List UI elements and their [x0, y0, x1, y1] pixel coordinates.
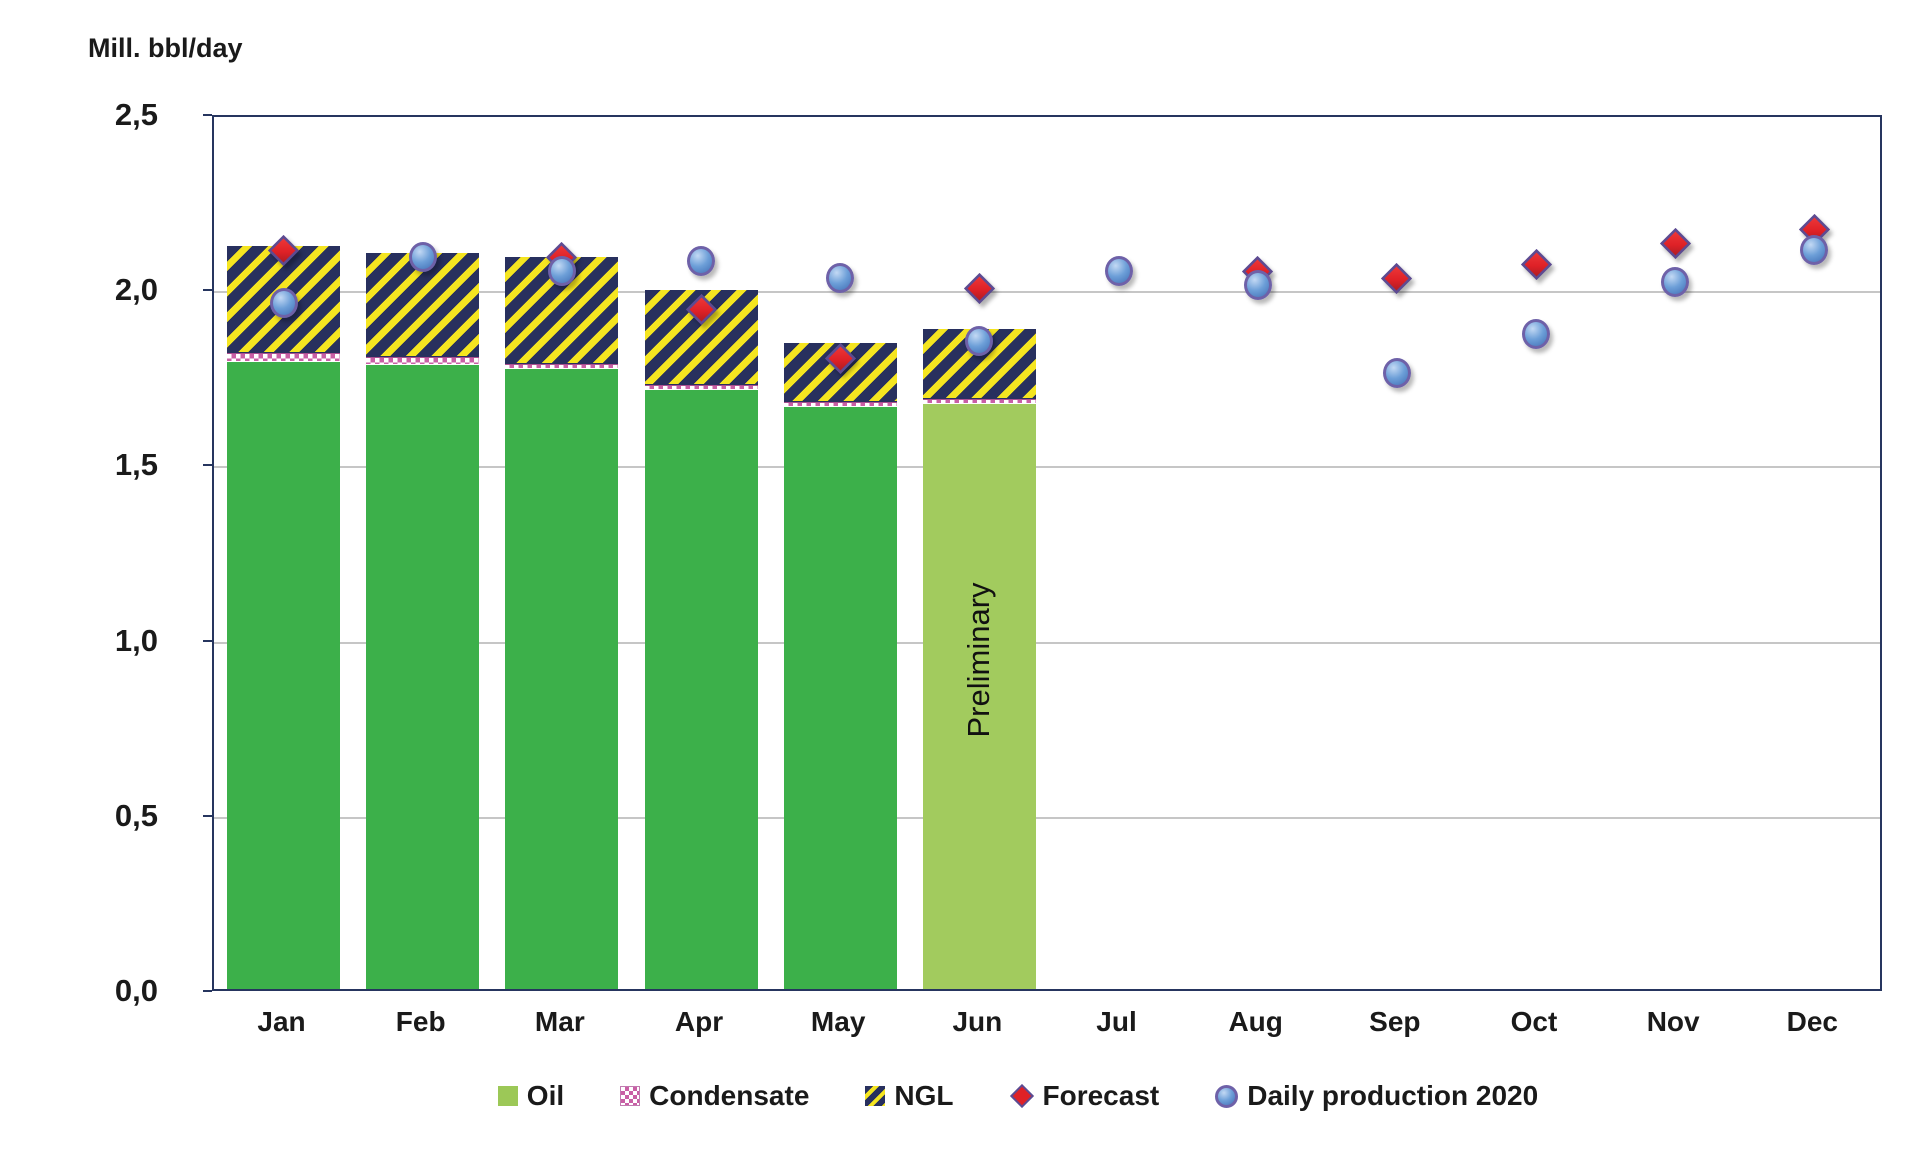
ngl-swatch-icon: [865, 1086, 886, 1106]
diamond-icon: [1381, 262, 1413, 294]
preliminary-annotation: Preliminary: [961, 582, 997, 738]
x-tick-label-Apr: Apr: [674, 1006, 724, 1037]
gridline-1,0: [214, 641, 1880, 644]
daily-production-circle-marker-Sep: [1382, 357, 1411, 388]
diamond-icon: [963, 273, 996, 305]
y-tick-mark: [203, 990, 212, 992]
diamond-icon: [824, 343, 856, 375]
daily-production-circle-icon: [1215, 1084, 1239, 1108]
x-tick-label-Dec: Dec: [1786, 1006, 1839, 1037]
legend-item-condensate: Condensate: [620, 1080, 809, 1112]
diamond-icon: [1659, 227, 1691, 259]
x-tick-label-Sep: Sep: [1369, 1006, 1421, 1037]
diamond-icon: [267, 234, 300, 266]
diamond-icon: [1520, 248, 1552, 280]
y-tick-label: 2,0: [114, 272, 158, 308]
legend-label: Oil: [526, 1080, 565, 1111]
x-tick-label-Jun: Jun: [952, 1006, 1003, 1037]
diamond-icon: [685, 294, 717, 326]
x-tick-label-Feb: Feb: [395, 1006, 446, 1037]
plot-area: Preliminary: [212, 115, 1882, 991]
bar-condensate-Jun: [922, 398, 1036, 404]
y-tick-mark: [203, 114, 212, 116]
x-tick-label-Jan: Jan: [257, 1006, 306, 1037]
bar-condensate-May: [783, 402, 897, 408]
gridline-2,0: [214, 291, 1880, 294]
y-tick-mark: [203, 289, 212, 292]
condensate-swatch-icon: [620, 1086, 641, 1106]
x-tick-label-May: May: [810, 1006, 866, 1037]
forecast-diamond-marker-Oct: [1520, 248, 1552, 285]
y-tick-label: 1,0: [114, 622, 158, 658]
y-tick-label: 2,5: [114, 97, 158, 132]
forecast-diamond-marker-Jan: [267, 234, 300, 271]
bar-condensate-Feb: [366, 356, 480, 366]
forecast-diamond-marker-Apr: [685, 294, 717, 330]
forecast-diamond-marker-Sep: [1381, 262, 1413, 299]
bar-oil-Jan: [227, 361, 341, 989]
daily-production-circle-marker-Oct: [1522, 319, 1551, 350]
bar-condensate-Mar: [505, 363, 619, 369]
legend-item-forecast: Forecast: [1009, 1080, 1160, 1112]
x-tick-label-Nov: Nov: [1646, 1006, 1700, 1037]
daily-production-circle-marker-Jan: [269, 287, 298, 318]
bar-condensate-Jan: [227, 353, 341, 362]
legend-label: NGL: [894, 1080, 954, 1111]
daily-production-circle-marker-Jun: [965, 326, 994, 357]
y-tick-mark: [203, 639, 212, 642]
y-tick-mark: [203, 464, 212, 467]
legend-item-daily-production-2020: Daily production 2020: [1215, 1080, 1538, 1112]
daily-production-circle-marker-Nov: [1661, 266, 1690, 297]
x-tick-label-Jul: Jul: [1096, 1006, 1137, 1037]
x-tick-label-Mar: Mar: [534, 1006, 585, 1037]
y-tick-label: 1,5: [114, 447, 158, 483]
bar-oil-Feb: [366, 365, 480, 989]
bar-oil-Apr: [644, 389, 758, 989]
x-tick-label-Oct: Oct: [1510, 1006, 1558, 1037]
legend-label: Daily production 2020: [1247, 1080, 1539, 1111]
bar-oil-May: [783, 407, 897, 989]
gridline-1,5: [214, 466, 1880, 469]
gridline-0,5: [214, 816, 1880, 819]
legend-item-ngl: NGL: [865, 1080, 954, 1112]
x-tick-label-Aug: Aug: [1228, 1006, 1283, 1037]
daily-production-circle-marker-Dec: [1800, 235, 1829, 266]
chart-legend: Oil Condensate NGL Forecast Daily production…: [0, 1080, 1920, 1112]
legend-item-oil: Oil: [497, 1080, 565, 1112]
y-tick-label: 0,0: [114, 973, 158, 1008]
forecast-diamond-icon: [1009, 1084, 1034, 1108]
forecast-diamond-marker-May: [824, 343, 856, 379]
forecast-diamond-marker-Jun: [963, 273, 996, 309]
daily-production-circle-marker-Mar: [547, 256, 576, 287]
bar-oil-Jun: [922, 403, 1036, 989]
forecast-diamond-marker-Nov: [1659, 227, 1691, 264]
legend-label: Forecast: [1042, 1080, 1160, 1111]
bar-oil-Mar: [505, 368, 619, 989]
oil-swatch-icon: [497, 1086, 518, 1106]
y-tick-label: 0,5: [114, 797, 158, 833]
daily-production-circle-marker-Apr: [687, 245, 716, 276]
y-tick-mark: [203, 814, 212, 817]
daily-production-circle-marker-Jul: [1104, 256, 1133, 287]
bar-condensate-Apr: [644, 384, 758, 390]
daily-production-circle-marker-Aug: [1243, 270, 1272, 301]
legend-label: Condensate: [649, 1080, 810, 1111]
daily-production-circle-marker-May: [826, 263, 855, 294]
y-axis-unit-title: Mill. bbl/day: [88, 33, 243, 63]
daily-production-circle-marker-Feb: [408, 242, 437, 273]
